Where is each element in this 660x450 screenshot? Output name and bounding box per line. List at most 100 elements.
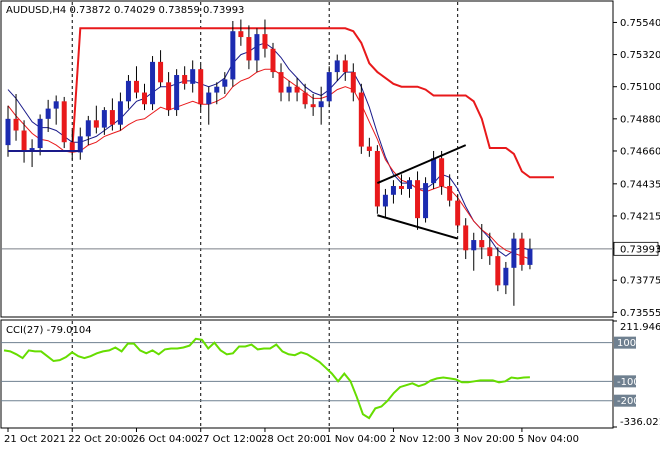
time-tick-label: 28 Oct 20:00 xyxy=(261,434,326,445)
candle-bear xyxy=(366,146,372,151)
candle-bear xyxy=(294,86,300,93)
time-tick-label: 22 Oct 20:00 xyxy=(68,434,133,445)
cci-panel xyxy=(0,319,614,429)
candle-bear xyxy=(519,238,525,265)
candle-bull xyxy=(390,186,396,195)
price-tick-label: 0.75320 xyxy=(620,50,660,61)
candle-bull xyxy=(190,69,196,84)
candle-bull xyxy=(101,110,107,128)
candle-bear xyxy=(13,118,19,131)
candle-bull xyxy=(254,34,260,61)
candle-bull xyxy=(334,60,340,73)
candle-bear xyxy=(374,150,380,207)
candle-bear xyxy=(342,60,348,73)
cci-tick-label: 211.9463 xyxy=(620,322,660,333)
candle-bear xyxy=(350,72,356,93)
price-tick-label: 0.74435 xyxy=(620,179,660,190)
candle-bear xyxy=(21,130,27,151)
candle-bear xyxy=(158,61,164,83)
candle-bull xyxy=(318,101,324,108)
candle-bear xyxy=(270,48,276,73)
candle-bear xyxy=(166,82,172,111)
cci-series-line xyxy=(3,337,530,420)
candle-bull xyxy=(214,86,220,93)
candle-bear xyxy=(246,37,252,61)
ma-slow-line xyxy=(7,68,531,260)
price-tick-label: 0.75540 xyxy=(620,18,660,29)
price-tick-label: 0.74660 xyxy=(620,146,660,157)
candle-bull xyxy=(222,79,228,87)
candle-bull xyxy=(382,194,388,207)
price-tick-label: 0.73555 xyxy=(620,308,660,319)
candle-bear xyxy=(69,142,75,153)
candle-bear xyxy=(415,180,421,219)
candle-bear xyxy=(358,92,364,147)
candle-bear xyxy=(463,225,469,251)
time-axis: 21 Oct 2021 22 Oct 20:00 26 Oct 04:00 27 Oc… xyxy=(1,427,613,445)
upper-channel-line xyxy=(8,27,554,179)
candle-bull xyxy=(77,136,83,153)
cci-level-tag xyxy=(614,394,636,407)
candle-bear xyxy=(93,120,99,128)
candle-bull xyxy=(431,158,437,184)
candle-bull xyxy=(37,118,43,149)
candle-bull xyxy=(503,267,509,286)
candle-bull xyxy=(471,240,477,251)
candle-bear xyxy=(302,92,308,105)
cci-tick-label: -336.0213 xyxy=(620,417,660,428)
candle-bull xyxy=(206,92,212,105)
price-tick-label: 0.73775 xyxy=(620,276,660,287)
cci-axis: 211.9463 100 -100 -200 -336.0213 xyxy=(613,320,660,428)
last-price-tag: 0.73993 xyxy=(613,241,660,256)
candle-bull xyxy=(5,118,11,146)
candle-bear xyxy=(109,110,115,125)
candle-bull xyxy=(511,238,517,268)
candle-bear xyxy=(479,240,485,248)
cci-header: CCI(27) -79.0104 xyxy=(6,325,92,336)
trendline xyxy=(377,214,458,240)
price-axis: 0.75540 0.75320 0.75100 0.74880 0.74660 0.744… xyxy=(613,18,660,319)
time-tick-label: 2 Nov 12:00 xyxy=(389,434,450,445)
candle-bull xyxy=(85,120,91,137)
price-header: AUDUSD,H4 0.73872 0.74029 0.73859 0.7399… xyxy=(6,5,244,16)
candle-bull xyxy=(174,75,180,111)
candle-bear xyxy=(310,104,316,108)
time-tick-label: 21 Oct 2021 xyxy=(4,434,66,445)
candle-bull xyxy=(150,61,156,105)
candle-bull xyxy=(230,31,236,80)
cci-grid xyxy=(1,321,613,427)
cci-level-tag xyxy=(614,336,636,349)
candle-bull xyxy=(45,108,51,119)
candle-bull xyxy=(117,101,123,125)
candle-bear xyxy=(398,186,404,189)
candle-bull xyxy=(286,86,292,93)
price-tick-label: 0.75100 xyxy=(620,82,660,93)
candle-bear xyxy=(142,92,148,105)
candle-bear xyxy=(182,75,188,84)
time-tick-label: 27 Oct 12:00 xyxy=(197,434,262,445)
candle-bear xyxy=(133,80,139,93)
cci-level-tag xyxy=(614,375,636,388)
candle-bear xyxy=(198,69,204,105)
cci-tick-label: -200 xyxy=(617,396,640,407)
trendlines xyxy=(8,144,467,240)
candle-bull xyxy=(53,101,59,109)
price-tick-label: 0.74880 xyxy=(620,114,660,125)
candle-bull xyxy=(407,180,412,189)
candle-bear xyxy=(487,247,493,257)
candle-bear xyxy=(278,72,284,93)
cci-tick-label: -100 xyxy=(617,377,640,388)
last-price-label: 0.73993 xyxy=(620,244,660,255)
time-tick-label: 3 Nov 20:00 xyxy=(454,434,515,445)
candle-bear xyxy=(262,34,268,49)
candle-bear xyxy=(455,200,461,226)
candle-bull xyxy=(326,72,332,102)
time-tick-label: 5 Nov 04:00 xyxy=(518,434,579,445)
time-tick-label: 26 Oct 04:00 xyxy=(132,434,197,445)
candle-bear xyxy=(447,186,453,201)
time-tick-label: 1 Nov 04:00 xyxy=(325,434,386,445)
trendline xyxy=(376,144,467,185)
candle-bull xyxy=(527,248,533,265)
cci-tick-label: 100 xyxy=(617,338,636,349)
